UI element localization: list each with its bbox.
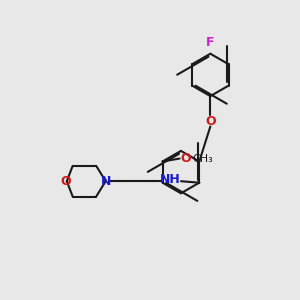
- Text: N: N: [100, 175, 111, 188]
- Text: O: O: [181, 152, 191, 165]
- Text: F: F: [206, 36, 214, 49]
- Text: CH₃: CH₃: [192, 154, 213, 164]
- Text: NH: NH: [160, 173, 180, 186]
- Text: O: O: [205, 115, 216, 128]
- Text: O: O: [60, 175, 71, 188]
